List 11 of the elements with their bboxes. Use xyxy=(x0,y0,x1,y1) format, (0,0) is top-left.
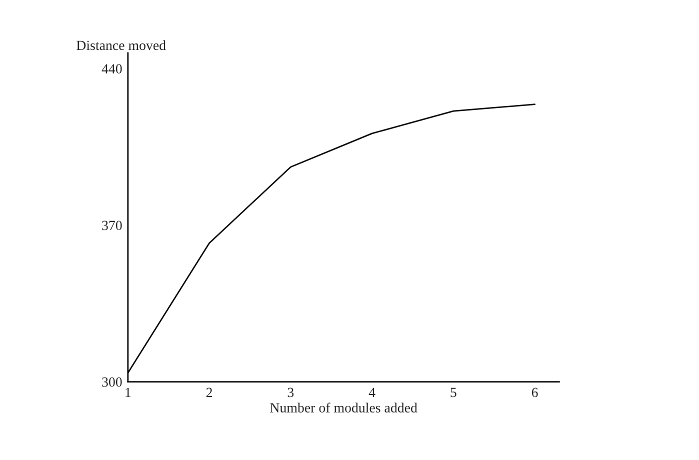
y-tick-label: 440 xyxy=(102,64,122,74)
x-tick-label: 4 xyxy=(368,388,376,397)
y-axis-title: Distance moved xyxy=(76,40,166,50)
x-tick-label: 6 xyxy=(532,388,538,398)
x-tick-label: 2 xyxy=(206,388,212,397)
y-tick-label: 300 xyxy=(102,377,122,387)
x-tick-label: 5 xyxy=(450,388,456,398)
y-tick-label: 370 xyxy=(102,220,122,230)
x-tick-label: 1 xyxy=(126,388,131,397)
x-tick-label: 3 xyxy=(288,388,294,398)
x-axis-title: Number of modules added xyxy=(270,402,418,413)
